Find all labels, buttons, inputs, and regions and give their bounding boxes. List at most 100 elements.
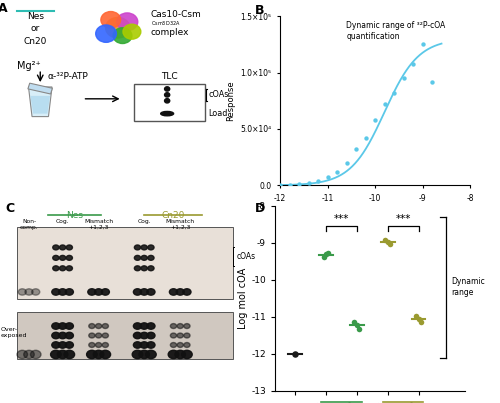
Circle shape	[96, 333, 102, 338]
Circle shape	[102, 324, 108, 328]
Circle shape	[50, 350, 61, 359]
Circle shape	[141, 256, 148, 260]
Circle shape	[52, 332, 60, 339]
Circle shape	[147, 332, 155, 339]
Text: ***: ***	[396, 214, 411, 224]
Point	[400, 75, 407, 81]
Circle shape	[64, 350, 74, 359]
Text: Non-
comp.: Non- comp.	[20, 219, 38, 230]
Y-axis label: Response: Response	[226, 81, 235, 121]
Circle shape	[146, 350, 156, 359]
Point	[314, 178, 322, 184]
Point	[286, 181, 294, 188]
Circle shape	[134, 256, 140, 260]
Circle shape	[89, 333, 95, 338]
Circle shape	[176, 289, 184, 295]
Circle shape	[147, 342, 155, 348]
Circle shape	[141, 266, 148, 271]
Circle shape	[148, 256, 154, 260]
Text: Nes
or
Cn20: Nes or Cn20	[24, 12, 47, 46]
Circle shape	[58, 350, 68, 359]
Circle shape	[96, 324, 102, 328]
Text: cOAs: cOAs	[236, 252, 256, 262]
X-axis label: Log mol ³²P-ATP: Log mol ³²P-ATP	[342, 208, 408, 217]
Point	[386, 241, 394, 247]
Circle shape	[132, 350, 143, 359]
Text: Mg²⁺: Mg²⁺	[17, 61, 40, 71]
Circle shape	[30, 350, 41, 359]
Circle shape	[164, 99, 170, 103]
Circle shape	[170, 343, 176, 347]
Circle shape	[58, 332, 66, 339]
Circle shape	[66, 256, 72, 260]
Point	[350, 319, 358, 326]
Circle shape	[25, 289, 33, 295]
Point	[428, 78, 436, 85]
Circle shape	[116, 13, 138, 31]
Circle shape	[52, 323, 60, 329]
Circle shape	[18, 289, 26, 295]
Y-axis label: Log mol cOA: Log mol cOA	[238, 268, 248, 329]
Point	[352, 146, 360, 152]
Point	[324, 174, 332, 181]
Circle shape	[123, 24, 141, 39]
Ellipse shape	[160, 112, 173, 116]
Circle shape	[96, 343, 102, 347]
Point	[409, 60, 417, 67]
Circle shape	[164, 93, 170, 97]
Text: α-³²P-ATP: α-³²P-ATP	[48, 72, 88, 81]
Circle shape	[184, 324, 190, 328]
Point	[322, 251, 330, 258]
Point	[276, 182, 284, 188]
Text: C: C	[5, 202, 14, 214]
Text: Cas10-Csm: Cas10-Csm	[150, 10, 202, 19]
Point	[295, 181, 303, 187]
Circle shape	[17, 350, 28, 359]
Point	[417, 318, 425, 325]
Circle shape	[94, 350, 104, 359]
Circle shape	[102, 333, 108, 338]
Circle shape	[66, 245, 72, 250]
Point	[291, 351, 299, 357]
Point	[324, 250, 332, 256]
Text: complex: complex	[150, 28, 189, 37]
Circle shape	[65, 342, 74, 348]
Text: TLC: TLC	[161, 72, 178, 81]
Text: cOAs: cOAs	[208, 90, 229, 100]
Text: Cn20: Cn20	[162, 210, 184, 220]
Circle shape	[60, 266, 66, 271]
Circle shape	[100, 350, 110, 359]
Circle shape	[175, 350, 186, 359]
Circle shape	[94, 289, 102, 295]
Circle shape	[52, 342, 60, 348]
Circle shape	[88, 289, 96, 295]
Text: Load: Load	[208, 109, 228, 118]
Circle shape	[141, 245, 148, 250]
Circle shape	[96, 25, 116, 42]
Circle shape	[147, 323, 155, 329]
Point	[362, 135, 370, 141]
Circle shape	[183, 289, 191, 295]
Point	[371, 117, 379, 123]
Circle shape	[147, 289, 155, 295]
Circle shape	[134, 342, 141, 348]
Bar	[17, 312, 233, 359]
Circle shape	[140, 289, 148, 295]
Polygon shape	[28, 87, 52, 116]
Text: $\mathregular{^{Csm3\,D32A}}$: $\mathregular{^{Csm3\,D32A}}$	[150, 20, 180, 26]
Text: D: D	[255, 202, 265, 214]
Circle shape	[134, 323, 141, 329]
Circle shape	[86, 350, 97, 359]
Text: Cog.: Cog.	[138, 219, 151, 224]
Circle shape	[58, 323, 66, 329]
Point	[418, 41, 426, 48]
Point	[390, 89, 398, 96]
Text: Mismatch
+1,2,3: Mismatch +1,2,3	[166, 219, 195, 230]
Circle shape	[53, 266, 59, 271]
Point	[320, 253, 328, 260]
Polygon shape	[30, 96, 50, 114]
Point	[412, 312, 420, 319]
Circle shape	[184, 333, 190, 338]
Circle shape	[65, 332, 74, 339]
Circle shape	[53, 245, 59, 250]
